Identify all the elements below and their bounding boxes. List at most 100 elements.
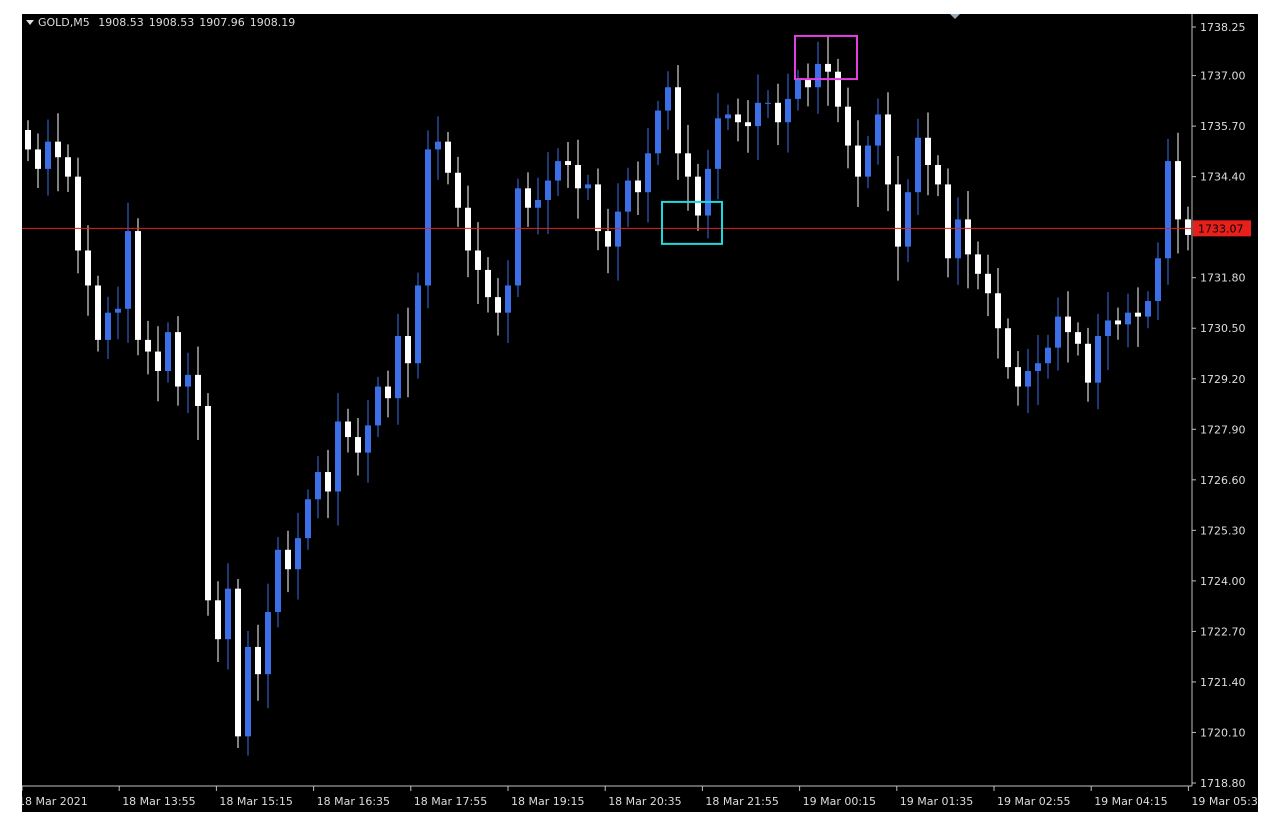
candle-bear xyxy=(155,351,161,371)
chart-header: GOLD,M5 1908.53 1908.53 1907.96 1908.19 xyxy=(26,16,300,29)
candle-bull xyxy=(905,192,911,247)
candlestick-chart[interactable]: 1738.25 1737.00 1735.70 1734.40 1731.80 1730.… xyxy=(22,14,1258,812)
candle-bear xyxy=(1185,219,1191,235)
candle-bull xyxy=(705,168,711,216)
candle-bear xyxy=(735,114,741,123)
y-tick-label: 1721.40 xyxy=(1200,676,1246,689)
y-tick-label: 1729.20 xyxy=(1200,373,1246,386)
candle-bull xyxy=(105,312,111,340)
candle-bear xyxy=(75,176,81,251)
candle-bear xyxy=(965,219,971,255)
candle-bear xyxy=(775,102,781,123)
ohlc-open: 1908.53 xyxy=(98,16,144,29)
ohlc-low: 1907.96 xyxy=(199,16,245,29)
x-tick-label: 18 Mar 13:55 xyxy=(122,795,195,808)
candle-bull xyxy=(45,141,51,169)
x-tick-label: 19 Mar 02:55 xyxy=(997,795,1070,808)
x-tick-label: 18 Mar 20:35 xyxy=(608,795,681,808)
candle-bull xyxy=(505,285,511,313)
x-tick-label: 18 Mar 21:55 xyxy=(705,795,778,808)
triangle-down-icon[interactable] xyxy=(26,20,34,25)
candle-bull xyxy=(585,184,591,189)
candle-bear xyxy=(195,374,201,406)
candle-bear xyxy=(1065,316,1071,333)
candle-bull xyxy=(125,231,131,309)
chart-shift-marker xyxy=(950,14,960,19)
candle-bear xyxy=(25,130,31,150)
x-tick-label: 19 Mar 01:35 xyxy=(900,795,973,808)
candle-bear xyxy=(85,250,91,286)
candle-bear xyxy=(565,161,571,165)
candle-bear xyxy=(595,184,601,232)
candle-bear xyxy=(895,184,901,247)
candle-bear xyxy=(635,180,641,193)
candle-bear xyxy=(215,600,221,640)
candle-bull xyxy=(225,588,231,640)
candle-bear xyxy=(1015,367,1021,387)
candle-bull xyxy=(755,102,761,127)
candle-bear xyxy=(1085,343,1091,383)
candle-bear xyxy=(445,141,451,173)
candle-bear xyxy=(405,336,411,364)
candle-bear xyxy=(685,153,691,177)
annotation-rectangle xyxy=(794,34,858,81)
candle-bull xyxy=(395,336,401,399)
candle-bear xyxy=(285,549,291,570)
y-tick-label: 1730.50 xyxy=(1200,322,1246,335)
candle-bull xyxy=(1145,301,1151,317)
x-tick-label: 18 Mar 17:55 xyxy=(414,795,487,808)
candle-bear xyxy=(885,114,891,185)
candle-bull xyxy=(1055,316,1061,348)
candle-bull xyxy=(275,549,281,612)
y-tick-label: 1735.70 xyxy=(1200,120,1246,133)
candle-bear xyxy=(325,472,331,492)
y-tick-label: 1726.60 xyxy=(1200,474,1246,487)
candle-bear xyxy=(1075,332,1081,344)
candle-bear xyxy=(175,332,181,387)
candle-bear xyxy=(385,386,391,399)
candle-bull xyxy=(335,421,341,492)
candle-bull xyxy=(415,285,421,364)
candle-bear xyxy=(495,297,501,313)
candle-bear xyxy=(95,285,101,340)
candle-bear xyxy=(935,164,941,185)
candle-bear xyxy=(1115,320,1121,325)
candle-bull xyxy=(295,538,301,570)
x-tick-label: 18 Mar 19:15 xyxy=(511,795,584,808)
candle-bull xyxy=(875,114,881,146)
candle-bull xyxy=(555,161,561,181)
y-tick-label: 1738.25 xyxy=(1200,21,1246,34)
x-tick-label: 18 Mar 2021 xyxy=(22,795,88,808)
candle-bull xyxy=(725,114,731,119)
chart-panel[interactable]: 1738.25 1737.00 1735.70 1734.40 1731.80 1730.… xyxy=(22,14,1258,812)
candle-bear xyxy=(465,207,471,251)
candle-bull xyxy=(915,137,921,193)
candle-bear xyxy=(485,269,491,298)
candle-bull xyxy=(655,110,661,154)
candle-bull xyxy=(785,98,791,123)
candle-bull xyxy=(305,499,311,539)
x-tick-label: 18 Mar 16:35 xyxy=(317,795,390,808)
y-tick-label: 1727.90 xyxy=(1200,423,1246,436)
y-tick-label: 1725.30 xyxy=(1200,524,1246,537)
y-tick-label: 1724.00 xyxy=(1200,575,1246,588)
current-price-badge xyxy=(1193,220,1251,237)
candle-bear xyxy=(1005,328,1011,368)
candle-bull xyxy=(435,141,441,150)
candle-bull xyxy=(1035,363,1041,371)
candle-bull xyxy=(545,180,551,200)
y-tick-label: 1731.80 xyxy=(1200,272,1246,285)
candle-bull xyxy=(265,611,271,675)
candle-bull xyxy=(115,308,121,313)
candle-bear xyxy=(455,172,461,208)
x-tick-label: 19 Mar 00:15 xyxy=(803,795,876,808)
candle-bull xyxy=(1025,370,1031,387)
candle-bear xyxy=(675,87,681,154)
y-tick-label: 1718.80 xyxy=(1200,777,1246,790)
y-tick-label: 1734.40 xyxy=(1200,171,1246,184)
candle-bull xyxy=(625,180,631,212)
candle-bear xyxy=(695,176,701,216)
candle-bull xyxy=(245,646,251,737)
candle-bear xyxy=(835,71,841,107)
candle-bear xyxy=(825,63,831,72)
